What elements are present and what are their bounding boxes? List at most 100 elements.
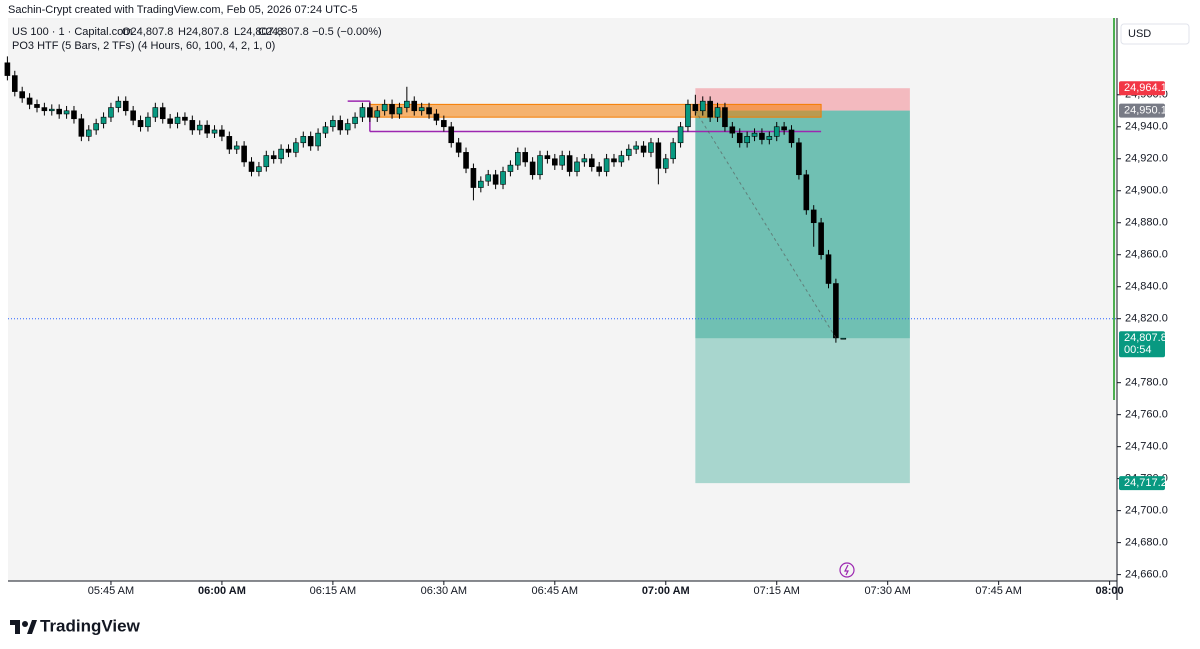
y-tick-label: 24,920.0 (1125, 153, 1168, 165)
symbol: US 100 · 1 · Capital.com (12, 26, 132, 38)
x-tick-label: 07:00 AM (642, 585, 690, 597)
replay-icon[interactable] (839, 562, 855, 578)
candle-body (544, 155, 551, 160)
candle-body (529, 161, 536, 176)
candle-body (581, 158, 588, 163)
candle-body (263, 155, 270, 168)
candle-body (707, 100, 713, 118)
candle-body (122, 100, 129, 112)
candle-body (226, 136, 233, 150)
candle-body (11, 75, 18, 92)
candle-body (515, 152, 521, 166)
candle-body (270, 155, 277, 160)
logo[interactable]: TradingView (10, 616, 141, 635)
countdown: 00:54 (1124, 344, 1152, 356)
candle-body (211, 129, 218, 134)
candle-body (100, 116, 107, 124)
candle-body (699, 100, 706, 112)
change-value: −0.5 (−0.00%) (312, 26, 382, 38)
y-tick-label: 24,820.0 (1125, 313, 1168, 325)
candle-body (374, 110, 381, 118)
x-tick-label: 05:45 AM (88, 585, 134, 597)
candle-body (722, 107, 728, 128)
x-tick-label: 06:30 AM (421, 585, 467, 597)
open-value: O24,807.8 (122, 26, 173, 38)
y-tick-label: 24,660.0 (1125, 569, 1168, 581)
candle-body (448, 126, 455, 144)
candle-body (108, 107, 114, 118)
price-label: 24,807.8 (1124, 332, 1167, 344)
candle-body (411, 100, 418, 112)
y-tick-label: 24,700.0 (1125, 505, 1168, 517)
price-label: 24,717.2 (1124, 477, 1167, 489)
candle-body (256, 166, 262, 172)
candle-body (85, 129, 92, 137)
candle-body (588, 158, 595, 168)
high-value: H24,807.8 (178, 26, 229, 38)
candle-body (41, 107, 48, 112)
currency-button[interactable] (1120, 23, 1190, 45)
candle-body (78, 118, 85, 137)
candle-body (596, 166, 602, 172)
candle-body (537, 155, 543, 176)
candle-body (219, 129, 225, 137)
candle-body (189, 120, 196, 131)
candle-body (692, 104, 699, 112)
logo-slash[interactable] (27, 620, 37, 634)
x-tick-label: 06:45 AM (532, 585, 578, 597)
candle-body (552, 158, 558, 166)
candle-body (315, 132, 321, 147)
candle-body (130, 110, 136, 121)
candle-body (418, 107, 425, 112)
candle-body (662, 158, 669, 169)
candle-body (566, 155, 573, 172)
logo-mark[interactable] (10, 620, 20, 634)
y-tick-label: 24,780.0 (1125, 377, 1168, 389)
y-tick-label: 24,760.0 (1125, 409, 1168, 421)
candle-body (603, 158, 610, 172)
candle-body (233, 145, 240, 150)
candle-body (137, 120, 144, 128)
logo-dot[interactable] (22, 621, 28, 627)
candle-body (470, 168, 477, 188)
candle-body (500, 171, 506, 185)
candle-body (803, 174, 810, 211)
candle-body (574, 161, 580, 172)
candle-body (781, 126, 787, 131)
realized-zone (695, 110, 910, 339)
candle-body (441, 120, 447, 128)
candle-body (344, 123, 351, 131)
price-label-box (1119, 103, 1165, 118)
candle-body (115, 100, 122, 108)
candle-body (492, 174, 499, 185)
candle-body (522, 152, 529, 163)
candle-body (744, 136, 750, 144)
y-tick-label: 24,860.0 (1125, 249, 1168, 261)
x-tick-label: 07:45 AM (975, 585, 1021, 597)
candle-body (759, 132, 765, 140)
candle-body (507, 164, 514, 172)
candle-body (330, 120, 336, 128)
candle-body (389, 104, 395, 115)
candle-body (63, 110, 70, 115)
price-label: 24,964.1 (1124, 82, 1167, 94)
candle-body (204, 124, 210, 134)
candle-body (788, 129, 795, 144)
icon-ring[interactable] (839, 562, 855, 578)
y-tick-label: 24,840.0 (1125, 281, 1168, 293)
price-label: 24,950.1 (1124, 105, 1167, 117)
price-label-box (1119, 331, 1165, 358)
candle-body (833, 283, 839, 339)
candle-body (381, 104, 388, 112)
icon-bolt[interactable] (844, 564, 849, 576)
candle-body (248, 161, 255, 172)
candle-body (736, 132, 743, 144)
brand[interactable]: TradingView (40, 616, 141, 635)
plot-area (8, 18, 1117, 581)
x-tick-label: 07:15 AM (753, 585, 799, 597)
price-label-box (1119, 476, 1165, 491)
candle-body (152, 107, 159, 118)
currency[interactable]: USD (1128, 28, 1151, 40)
candle-body (285, 148, 292, 153)
candle-body (559, 155, 565, 166)
